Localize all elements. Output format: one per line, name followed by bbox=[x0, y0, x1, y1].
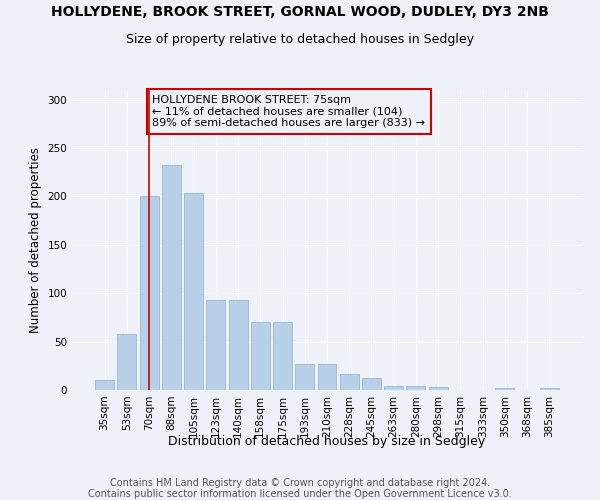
Bar bbox=[384, 386, 403, 390]
Bar bbox=[118, 334, 136, 390]
Bar bbox=[273, 322, 292, 390]
Bar bbox=[184, 192, 203, 390]
Text: Distribution of detached houses by size in Sedgley: Distribution of detached houses by size … bbox=[169, 435, 485, 448]
Bar bbox=[317, 364, 337, 390]
Bar bbox=[362, 378, 381, 390]
Bar bbox=[340, 374, 359, 390]
Text: Size of property relative to detached houses in Sedgley: Size of property relative to detached ho… bbox=[126, 32, 474, 46]
Bar bbox=[206, 300, 225, 390]
Text: Contains HM Land Registry data © Crown copyright and database right 2024.: Contains HM Land Registry data © Crown c… bbox=[110, 478, 490, 488]
Bar bbox=[229, 300, 248, 390]
Bar bbox=[162, 164, 181, 390]
Bar bbox=[496, 388, 514, 390]
Bar bbox=[251, 322, 270, 390]
Bar bbox=[406, 386, 425, 390]
Bar bbox=[140, 196, 158, 390]
Y-axis label: Number of detached properties: Number of detached properties bbox=[29, 147, 42, 333]
Text: HOLLYDENE BROOK STREET: 75sqm
← 11% of detached houses are smaller (104)
89% of : HOLLYDENE BROOK STREET: 75sqm ← 11% of d… bbox=[152, 95, 425, 128]
Text: HOLLYDENE, BROOK STREET, GORNAL WOOD, DUDLEY, DY3 2NB: HOLLYDENE, BROOK STREET, GORNAL WOOD, DU… bbox=[51, 5, 549, 19]
Bar bbox=[429, 387, 448, 390]
Bar bbox=[295, 364, 314, 390]
Text: Contains public sector information licensed under the Open Government Licence v3: Contains public sector information licen… bbox=[88, 489, 512, 499]
Bar bbox=[95, 380, 114, 390]
Bar bbox=[540, 388, 559, 390]
